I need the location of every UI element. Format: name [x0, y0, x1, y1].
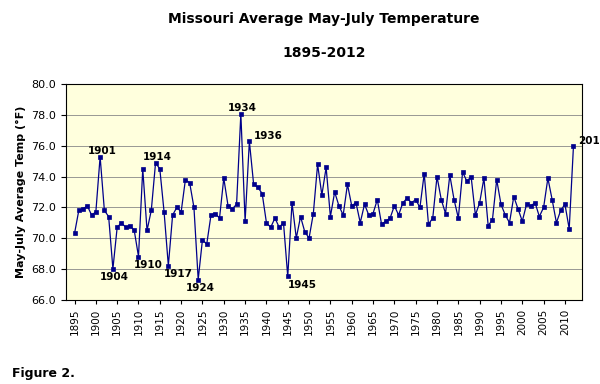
Text: 1924: 1924	[185, 283, 214, 293]
Text: 1904: 1904	[100, 272, 129, 282]
Y-axis label: May-July Average Temp (°F): May-July Average Temp (°F)	[16, 106, 26, 278]
Text: 2012: 2012	[578, 136, 600, 146]
Text: 1917: 1917	[164, 269, 193, 279]
Text: 1936: 1936	[254, 131, 283, 141]
Text: 1945: 1945	[288, 280, 317, 290]
Text: Figure 2.: Figure 2.	[12, 367, 75, 380]
Text: Missouri Average May-July Temperature: Missouri Average May-July Temperature	[168, 12, 480, 25]
Text: 1934: 1934	[228, 103, 257, 113]
Text: 1895-2012: 1895-2012	[282, 46, 366, 60]
Text: 1914: 1914	[143, 152, 172, 162]
Text: 1901: 1901	[88, 146, 116, 156]
Text: 1910: 1910	[134, 260, 163, 270]
